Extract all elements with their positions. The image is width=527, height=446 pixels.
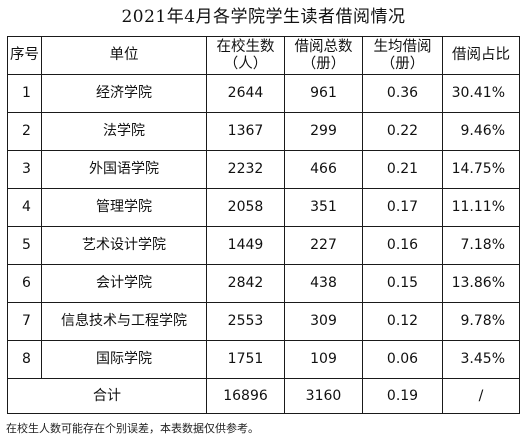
- table-row: 4 管理学院 2058 351 0.17 11.11%: [7, 188, 520, 227]
- total-per-capita: 0.19: [362, 378, 443, 414]
- cell-students: 2553: [206, 302, 285, 341]
- header-seq: 序号: [7, 36, 42, 75]
- cell-share: 11.11%: [442, 188, 520, 227]
- cell-unit: 信息技术与工程学院: [41, 302, 207, 341]
- cell-seq: 7: [7, 302, 42, 341]
- table-row: 7 信息技术与工程学院 2553 309 0.12 9.78%: [7, 302, 520, 341]
- cell-unit: 经济学院: [41, 74, 207, 113]
- cell-borrow-total: 309: [284, 302, 363, 341]
- cell-per-capita: 0.21: [362, 150, 443, 189]
- table-row: 1 经济学院 2644 961 0.36 30.41%: [7, 74, 520, 113]
- cell-share: 9.46%: [442, 112, 520, 151]
- table-row: 3 外国语学院 2232 466 0.21 14.75%: [7, 150, 520, 189]
- table-row: 2 法学院 1367 299 0.22 9.46%: [7, 112, 520, 151]
- cell-per-capita: 0.22: [362, 112, 443, 151]
- cell-students: 2644: [206, 74, 285, 113]
- cell-seq: 8: [7, 340, 42, 379]
- cell-share: 3.45%: [442, 340, 520, 379]
- cell-per-capita: 0.16: [362, 226, 443, 265]
- page-title: 2021年4月各学院学生读者借阅情况: [121, 7, 406, 27]
- cell-per-capita: 0.17: [362, 188, 443, 227]
- cell-students: 2842: [206, 264, 285, 303]
- cell-unit: 管理学院: [41, 188, 207, 227]
- cell-students: 2232: [206, 150, 285, 189]
- table-total-row: 合计 16896 3160 0.19 /: [7, 378, 520, 414]
- footnote: 在校生人数可能存在个别误差，本表数据仅供参考。: [6, 422, 259, 435]
- cell-seq: 2: [7, 112, 42, 151]
- cell-share: 30.41%: [442, 74, 520, 113]
- cell-share: 14.75%: [442, 150, 520, 189]
- cell-unit: 外国语学院: [41, 150, 207, 189]
- header-unit: 单位: [41, 36, 207, 75]
- cell-borrow-total: 961: [284, 74, 363, 113]
- total-students: 16896: [206, 378, 285, 414]
- total-share: /: [442, 378, 520, 414]
- cell-students: 1449: [206, 226, 285, 265]
- cell-seq: 1: [7, 74, 42, 113]
- total-borrow-total: 3160: [284, 378, 363, 414]
- table-row: 6 会计学院 2842 438 0.15 13.86%: [7, 264, 520, 303]
- header-share: 借阅占比: [442, 36, 520, 75]
- header-students: 在校生数（人）: [206, 36, 285, 75]
- table-header-row: 序号 单位 在校生数（人） 借阅总数（册） 生均借阅（册） 借阅占比: [7, 36, 520, 75]
- cell-borrow-total: 351: [284, 188, 363, 227]
- cell-borrow-total: 299: [284, 112, 363, 151]
- cell-per-capita: 0.06: [362, 340, 443, 379]
- cell-unit: 法学院: [41, 112, 207, 151]
- table-row: 5 艺术设计学院 1449 227 0.16 7.18%: [7, 226, 520, 265]
- cell-seq: 5: [7, 226, 42, 265]
- total-label: 合计: [7, 378, 207, 414]
- header-borrow-total: 借阅总数（册）: [284, 36, 363, 75]
- cell-per-capita: 0.36: [362, 74, 443, 113]
- cell-borrow-total: 109: [284, 340, 363, 379]
- cell-per-capita: 0.15: [362, 264, 443, 303]
- cell-share: 9.78%: [442, 302, 520, 341]
- table-row: 8 国际学院 1751 109 0.06 3.45%: [7, 340, 520, 379]
- cell-borrow-total: 227: [284, 226, 363, 265]
- cell-borrow-total: 438: [284, 264, 363, 303]
- cell-seq: 6: [7, 264, 42, 303]
- cell-share: 7.18%: [442, 226, 520, 265]
- header-per-capita: 生均借阅（册）: [362, 36, 443, 75]
- cell-students: 1367: [206, 112, 285, 151]
- cell-unit: 会计学院: [41, 264, 207, 303]
- cell-unit: 艺术设计学院: [41, 226, 207, 265]
- cell-borrow-total: 466: [284, 150, 363, 189]
- borrowing-table: 序号 单位 在校生数（人） 借阅总数（册） 生均借阅（册） 借阅占比 1 经济学…: [7, 36, 520, 414]
- cell-unit: 国际学院: [41, 340, 207, 379]
- cell-per-capita: 0.12: [362, 302, 443, 341]
- cell-share: 13.86%: [442, 264, 520, 303]
- cell-seq: 3: [7, 150, 42, 189]
- cell-students: 1751: [206, 340, 285, 379]
- cell-students: 2058: [206, 188, 285, 227]
- cell-seq: 4: [7, 188, 42, 227]
